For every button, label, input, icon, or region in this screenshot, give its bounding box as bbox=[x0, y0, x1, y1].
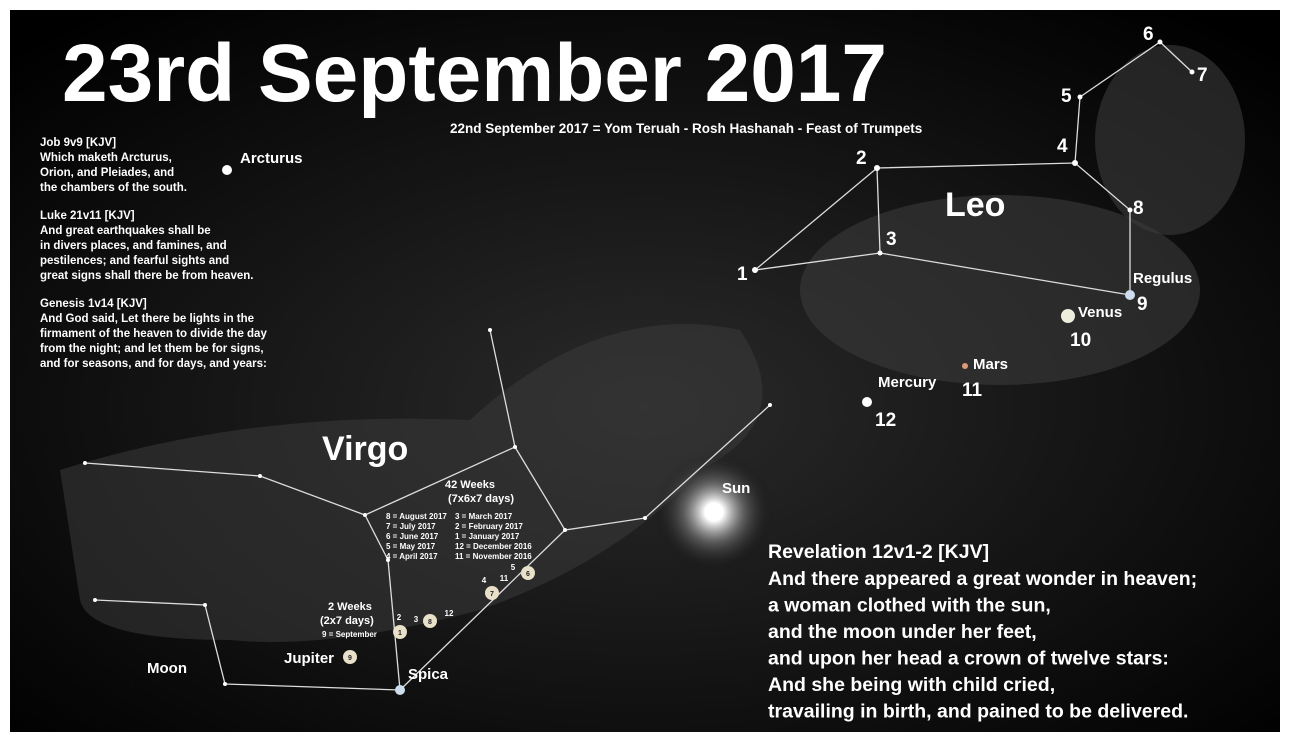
star-number: 9 bbox=[1137, 294, 1148, 315]
moon-marker: 6 bbox=[526, 571, 530, 578]
body-label: Arcturus bbox=[240, 150, 303, 167]
revelation-line: travailing in birth, and pained to be de… bbox=[768, 701, 1188, 723]
infographic: 23rd September 2017 22nd September 2017 … bbox=[0, 0, 1292, 742]
star-number: 7 bbox=[1197, 65, 1208, 86]
moon-marker: 1 bbox=[398, 630, 402, 637]
moon-marker: 7 bbox=[490, 591, 494, 598]
star-number: 5 bbox=[1061, 86, 1072, 107]
month-entry: 5 = May 2017 bbox=[386, 542, 436, 551]
moon-marker: 3 bbox=[414, 615, 419, 624]
month-entry: 7 = July 2017 bbox=[386, 522, 436, 531]
star-number: 10 bbox=[1070, 330, 1091, 351]
month-entry: 4 = April 2017 bbox=[386, 552, 438, 561]
star-number: 8 bbox=[1133, 198, 1144, 219]
body-label: Sun bbox=[722, 480, 750, 497]
month-entry: 12 = December 2016 bbox=[455, 542, 532, 551]
verse-line: And God said, Let there be lights in the bbox=[40, 313, 254, 325]
moon-marker: 4 bbox=[482, 576, 487, 585]
verse-line: Orion, and Pleiades, and bbox=[40, 167, 174, 179]
body-label: Moon bbox=[147, 660, 187, 677]
verse-ref: Genesis 1v14 [KJV] bbox=[40, 298, 147, 310]
body-label: Regulus bbox=[1133, 270, 1192, 287]
star-number: 3 bbox=[886, 229, 897, 250]
moon-marker: 11 bbox=[500, 574, 509, 583]
leo-head bbox=[1095, 45, 1245, 235]
month-entry: 1 = January 2017 bbox=[455, 532, 520, 541]
body-label: Jupiter bbox=[284, 650, 334, 667]
verse-ref: Luke 21v11 [KJV] bbox=[40, 210, 135, 222]
weeks-title: 2 Weeks bbox=[328, 601, 372, 613]
star-number: 11 bbox=[962, 380, 983, 401]
verse-line: in divers places, and famines, and bbox=[40, 240, 227, 252]
subtitle: 22nd September 2017 = Yom Teruah - Rosh … bbox=[450, 121, 922, 136]
star-number: 1 bbox=[737, 264, 748, 285]
star-number: 4 bbox=[1057, 136, 1068, 157]
body-label: Spica bbox=[408, 666, 449, 683]
body-label: Mercury bbox=[878, 374, 937, 391]
revelation-line: And she being with child cried, bbox=[768, 674, 1055, 696]
weeks-sub: (2x7 days) bbox=[320, 615, 374, 627]
moon-marker: 2 bbox=[397, 613, 402, 622]
constellation-label: Leo bbox=[945, 186, 1005, 224]
revelation-ref: Revelation 12v1-2 [KJV] bbox=[768, 541, 989, 563]
verse-line: And great earthquakes shall be bbox=[40, 225, 211, 237]
verse-line: from the night; and let them be for sign… bbox=[40, 343, 264, 355]
month-entry: 6 = June 2017 bbox=[386, 532, 439, 541]
moon-marker: 5 bbox=[511, 563, 516, 572]
verse-line: the chambers of the south. bbox=[40, 182, 187, 194]
verse-line: firmament of the heaven to divide the da… bbox=[40, 328, 267, 340]
verse-line: great signs shall there be from heaven. bbox=[40, 270, 253, 282]
revelation-line: And there appeared a great wonder in hea… bbox=[768, 568, 1197, 590]
month-entry: 2 = February 2017 bbox=[455, 522, 523, 531]
sun-glow bbox=[654, 452, 774, 572]
month-entry: 3 = March 2017 bbox=[455, 512, 513, 521]
revelation-line: and upon her head a crown of twelve star… bbox=[768, 648, 1169, 670]
constellation-label: Virgo bbox=[322, 430, 408, 468]
revelation-line: and the moon under her feet, bbox=[768, 621, 1037, 643]
title: 23rd September 2017 bbox=[62, 28, 887, 119]
body-label: Mars bbox=[973, 356, 1008, 373]
star-number: 6 bbox=[1143, 24, 1154, 45]
month-entry: 8 = August 2017 bbox=[386, 512, 447, 521]
weeks-title: 42 Weeks bbox=[445, 479, 495, 491]
moon-marker: 9 bbox=[348, 655, 352, 662]
verse-line: Which maketh Arcturus, bbox=[40, 152, 172, 164]
verse-ref: Job 9v9 [KJV] bbox=[40, 137, 116, 149]
verse-line: and for seasons, and for days, and years… bbox=[40, 358, 267, 370]
body-label: Venus bbox=[1078, 304, 1122, 321]
weeks-sub: (7x6x7 days) bbox=[448, 493, 514, 505]
moon-marker: 8 bbox=[428, 619, 432, 626]
verse-line: pestilences; and fearful sights and bbox=[40, 255, 229, 267]
month-entry: 11 = November 2016 bbox=[455, 552, 532, 561]
moon-marker: 12 bbox=[445, 609, 454, 618]
weeks-note: 9 = September bbox=[322, 630, 377, 639]
star-number: 12 bbox=[875, 410, 896, 431]
star-number: 2 bbox=[856, 148, 867, 169]
revelation-line: a woman clothed with the sun, bbox=[768, 595, 1051, 617]
